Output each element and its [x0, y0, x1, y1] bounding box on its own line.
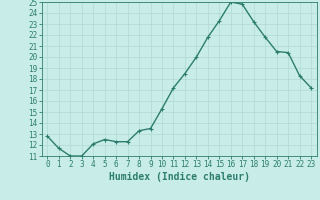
X-axis label: Humidex (Indice chaleur): Humidex (Indice chaleur)	[109, 172, 250, 182]
